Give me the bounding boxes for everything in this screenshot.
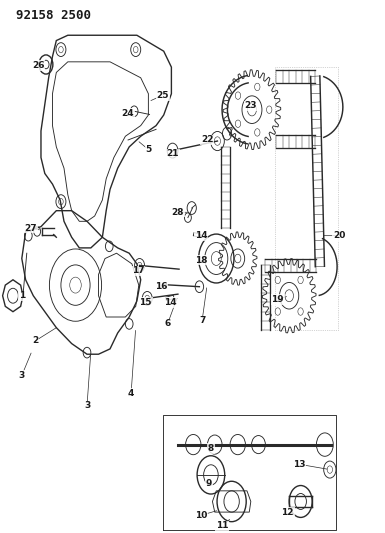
Text: 3: 3 xyxy=(18,371,25,380)
Text: 7: 7 xyxy=(199,316,205,325)
Text: 25: 25 xyxy=(156,91,169,100)
Text: 8: 8 xyxy=(208,444,214,453)
Text: 15: 15 xyxy=(139,298,152,307)
Text: 1: 1 xyxy=(18,291,25,300)
Text: 21: 21 xyxy=(166,149,179,158)
Text: 14: 14 xyxy=(195,231,207,240)
Text: 13: 13 xyxy=(293,460,305,469)
Text: 18: 18 xyxy=(195,256,207,264)
Text: 14: 14 xyxy=(164,298,177,307)
Text: 9: 9 xyxy=(206,479,212,488)
Text: 3: 3 xyxy=(84,401,90,410)
Text: 17: 17 xyxy=(132,266,144,275)
Text: 24: 24 xyxy=(122,109,134,118)
Text: 6: 6 xyxy=(164,319,171,328)
Text: 26: 26 xyxy=(32,61,45,70)
Text: 5: 5 xyxy=(145,145,152,154)
Text: 22: 22 xyxy=(201,135,213,144)
Text: 27: 27 xyxy=(24,224,37,233)
Text: 92158 2500: 92158 2500 xyxy=(16,9,91,22)
Text: 28: 28 xyxy=(172,208,184,217)
Text: 19: 19 xyxy=(271,295,284,304)
Text: 11: 11 xyxy=(216,521,229,530)
Text: 10: 10 xyxy=(195,511,207,520)
Text: 4: 4 xyxy=(128,389,134,398)
Text: 20: 20 xyxy=(333,231,345,240)
Text: 23: 23 xyxy=(244,101,257,110)
Text: 16: 16 xyxy=(155,282,167,291)
Text: 2: 2 xyxy=(32,336,38,345)
Text: 12: 12 xyxy=(281,507,294,516)
